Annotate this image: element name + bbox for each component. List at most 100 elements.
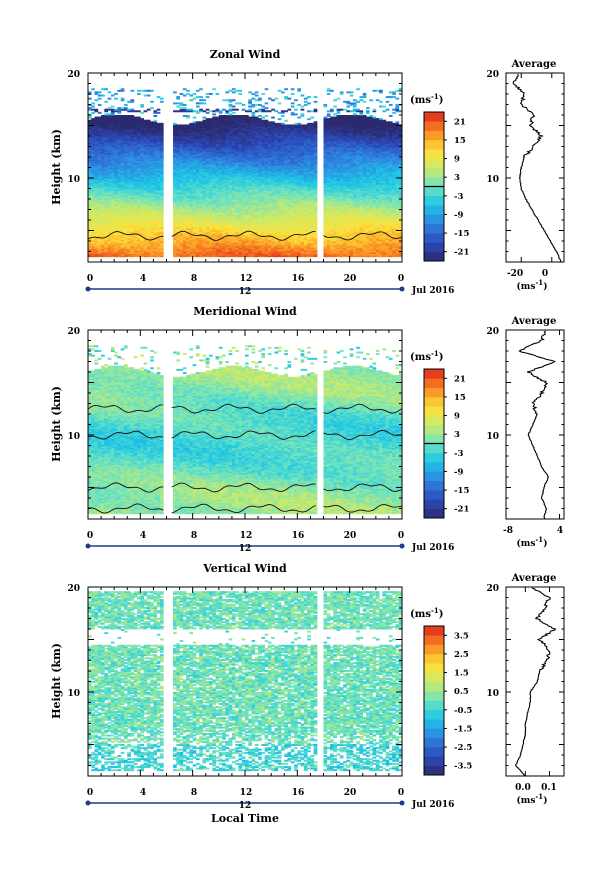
heatmap-cell <box>222 252 226 255</box>
heatmap-cell <box>130 146 135 149</box>
heatmap-cell <box>156 133 161 136</box>
heatmap-cell <box>127 253 131 256</box>
heatmap-cell <box>173 242 177 245</box>
heatmap-cell <box>228 165 233 168</box>
heatmap-cell <box>97 149 102 152</box>
heatmap-cell <box>117 236 122 239</box>
heatmap-cell <box>199 252 203 255</box>
heatmap-cell <box>222 196 226 199</box>
heatmap-cell <box>202 157 207 160</box>
heatmap-cell <box>231 212 236 215</box>
heatmap-cell <box>173 189 177 191</box>
heatmap-cell <box>104 189 109 191</box>
heatmap-cell <box>150 247 154 250</box>
heatmap-cell <box>143 170 148 173</box>
heatmap-cell <box>101 241 105 243</box>
heatmap-cell <box>225 187 230 190</box>
heatmap-cell <box>254 91 259 94</box>
heatmap-cell <box>186 115 190 117</box>
heatmap-cell <box>127 141 131 144</box>
heatmap-cell <box>199 228 203 231</box>
heatmap-cell <box>133 252 138 255</box>
heatmap-cell <box>254 103 259 106</box>
heatmap-cell <box>173 244 177 247</box>
heatmap-cell <box>143 200 148 203</box>
heatmap-cell <box>159 141 164 144</box>
heatmap-cell <box>146 206 151 209</box>
heatmap-cell <box>159 132 164 135</box>
heatmap-cell <box>159 239 164 242</box>
heatmap-cell <box>222 173 226 176</box>
heatmap-cell <box>133 173 138 176</box>
heatmap-cell <box>231 165 236 168</box>
heatmap-cell <box>186 124 190 127</box>
heatmap-cell <box>150 181 154 184</box>
heatmap-cell <box>186 155 190 158</box>
heatmap-cell <box>91 253 95 256</box>
heatmap-cell <box>127 130 131 133</box>
heatmap-cell <box>150 225 154 228</box>
heatmap-cell <box>91 122 95 125</box>
heatmap-cell <box>137 174 141 177</box>
heatmap-cell <box>130 220 135 223</box>
heatmap-cell <box>137 228 141 231</box>
heatmap-cell <box>114 141 118 144</box>
heatmap-cell <box>146 176 151 179</box>
heatmap-cell <box>222 119 226 122</box>
heatmap-cell <box>209 176 213 179</box>
heatmap-cell <box>130 168 135 171</box>
heatmap-cell <box>215 248 220 251</box>
heatmap-cell <box>117 209 122 212</box>
heatmap-cell <box>215 250 220 253</box>
heatmap-cell <box>120 237 125 240</box>
heatmap-cell <box>179 124 184 127</box>
heatmap-cell <box>209 201 213 204</box>
heatmap-cell <box>130 253 135 256</box>
heatmap-cell <box>182 185 187 188</box>
heatmap-cell <box>182 178 187 180</box>
heatmap-cell <box>159 130 164 133</box>
heatmap-cell <box>186 179 190 182</box>
heatmap-cell <box>179 214 184 217</box>
heatmap-cell <box>231 253 236 256</box>
heatmap-cell <box>159 170 164 173</box>
heatmap-cell <box>120 201 125 204</box>
heatmap-cell <box>110 184 115 187</box>
heatmap-cell <box>146 130 151 133</box>
heatmap-cell <box>117 218 122 221</box>
heatmap-cell <box>110 207 115 210</box>
heatmap-cell <box>150 89 154 92</box>
heatmap-cell <box>173 233 177 236</box>
heatmap-cell <box>199 162 203 165</box>
heatmap-cell <box>104 148 109 151</box>
heatmap-cell <box>140 190 144 193</box>
heatmap-cell <box>120 137 125 140</box>
heatmap-cell <box>209 129 213 132</box>
heatmap-cell <box>127 228 131 231</box>
heatmap-cell <box>107 108 112 111</box>
heatmap-cell <box>195 129 200 132</box>
heatmap-cell <box>192 152 197 155</box>
heatmap-cell <box>143 166 148 169</box>
heatmap-cell <box>117 159 122 162</box>
heatmap-cell <box>156 178 161 180</box>
heatmap-cell <box>205 118 210 121</box>
heatmap-cell <box>101 209 105 212</box>
heatmap-cell <box>101 217 105 220</box>
heatmap-cell <box>182 137 187 140</box>
heatmap-cell <box>202 110 207 113</box>
heatmap-cell <box>150 245 154 248</box>
heatmap-cell <box>156 206 161 209</box>
heatmap-cell <box>179 152 184 155</box>
heatmap-cell <box>123 116 128 119</box>
heatmap-cell <box>140 236 144 239</box>
heatmap-cell <box>209 204 213 207</box>
heatmap-cell <box>267 121 272 124</box>
heatmap-cell <box>205 170 210 173</box>
heatmap-cell <box>150 138 154 141</box>
heatmap-cell <box>104 218 109 221</box>
heatmap-cell <box>107 214 112 217</box>
heatmap-cell <box>146 135 151 138</box>
heatmap-cell <box>140 122 144 125</box>
heatmap-cell <box>146 195 151 198</box>
